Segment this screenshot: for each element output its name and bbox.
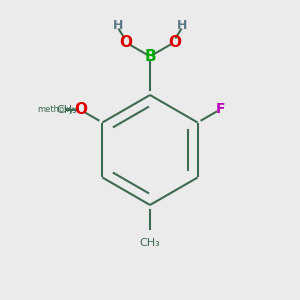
Text: O: O [74,102,87,117]
Text: CH₃: CH₃ [57,105,77,115]
Text: methoxy: methoxy [37,105,74,114]
Text: F: F [216,102,226,116]
Text: B: B [144,49,156,64]
Text: H: H [113,20,123,32]
Text: CH₃: CH₃ [140,238,160,248]
Text: H: H [177,20,187,32]
Text: O: O [119,35,132,50]
Text: O: O [168,35,181,50]
